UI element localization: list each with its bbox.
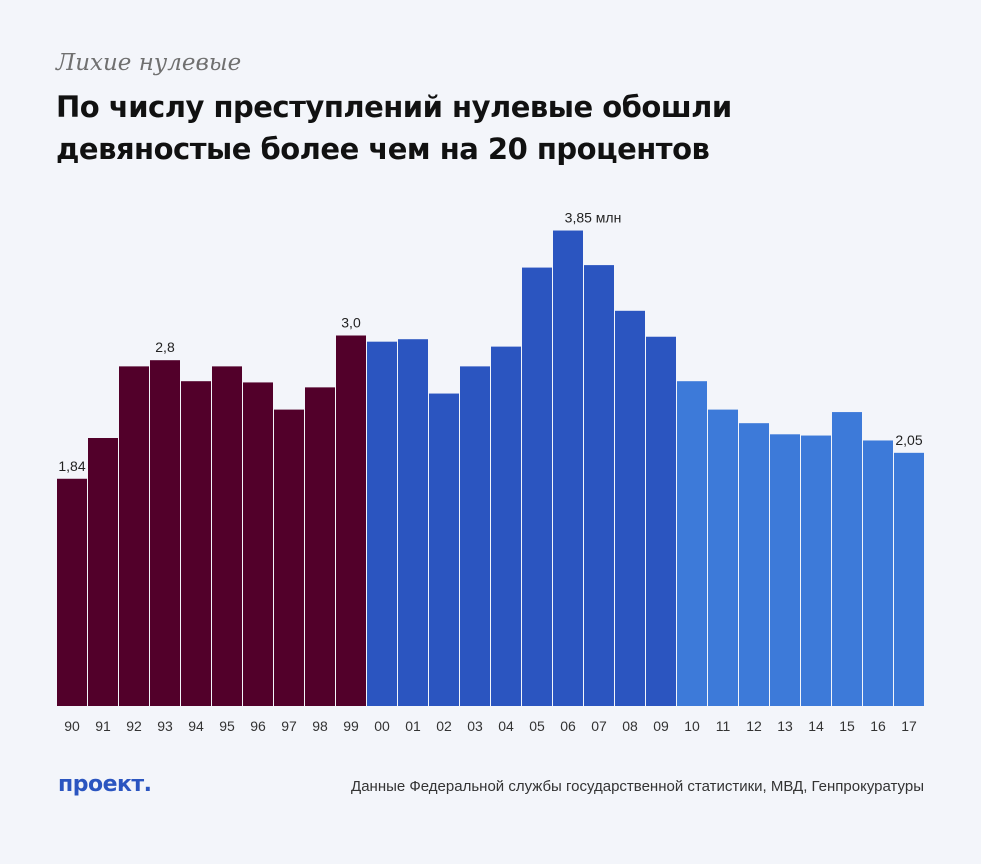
title-line-2: девяностые более чем на 20 процентов — [56, 132, 710, 166]
bar-16 — [863, 440, 893, 706]
bar-00 — [367, 341, 397, 706]
bar-07 — [584, 265, 614, 706]
x-tick-label: 94 — [188, 718, 204, 734]
x-tick-label: 16 — [870, 718, 886, 734]
bar-02 — [429, 393, 459, 706]
x-tick-label: 00 — [374, 718, 390, 734]
x-tick-label: 15 — [839, 718, 855, 734]
bar-10 — [677, 381, 707, 706]
bar-03 — [460, 366, 490, 706]
x-tick-label: 95 — [219, 718, 235, 734]
source-note: Данные Федеральной службы государственно… — [351, 778, 924, 795]
bar-13 — [770, 434, 800, 706]
x-tick-label: 10 — [684, 718, 700, 734]
bar-01 — [398, 339, 428, 706]
bar-90 — [57, 478, 87, 706]
x-tick-label: 13 — [777, 718, 793, 734]
bar-99 — [336, 335, 366, 706]
bar-96 — [243, 382, 273, 706]
bar-15 — [832, 412, 862, 706]
bar-06 — [553, 230, 583, 706]
bar-09 — [646, 336, 676, 706]
bar-17 — [894, 452, 924, 706]
chart-kicker: Лихие нулевые — [56, 50, 242, 76]
bar-14 — [801, 435, 831, 706]
x-tick-label: 11 — [716, 718, 731, 734]
x-tick-label: 07 — [591, 718, 607, 734]
x-tick-label: 97 — [281, 718, 297, 734]
bar-95 — [212, 366, 242, 706]
data-label: 3,85 млн — [565, 210, 622, 226]
x-tick-label: 02 — [436, 718, 452, 734]
bar-04 — [491, 346, 521, 706]
x-tick-label: 05 — [529, 718, 545, 734]
chart-title: По числу преступлений нулевые обошли дев… — [56, 86, 916, 170]
x-tick-label: 08 — [622, 718, 638, 734]
x-tick-label: 90 — [64, 718, 80, 734]
bar-92 — [119, 366, 149, 706]
x-tick-label: 04 — [498, 718, 514, 734]
x-tick-label: 06 — [560, 718, 576, 734]
bar-94 — [181, 381, 211, 706]
bar-93 — [150, 360, 180, 706]
bar-97 — [274, 409, 304, 706]
x-tick-label: 01 — [405, 718, 421, 734]
x-tick-label: 98 — [312, 718, 328, 734]
proekt-logo: проект. — [58, 772, 152, 797]
data-label: 1,84 — [58, 458, 85, 474]
bar-05 — [522, 267, 552, 706]
x-tick-label: 99 — [343, 718, 359, 734]
x-tick-label: 17 — [901, 718, 917, 734]
bar-11 — [708, 409, 738, 706]
data-label: 3,0 — [341, 315, 361, 331]
x-tick-label: 09 — [653, 718, 669, 734]
data-label: 2,8 — [155, 339, 175, 355]
x-tick-label: 93 — [157, 718, 173, 734]
bar-12 — [739, 423, 769, 706]
data-label: 2,05 — [895, 432, 922, 448]
bar-91 — [88, 438, 118, 706]
x-tick-label: 03 — [467, 718, 483, 734]
x-tick-label: 96 — [250, 718, 266, 734]
x-tick-label: 12 — [746, 718, 762, 734]
title-line-1: По числу преступлений нулевые обошли — [56, 90, 732, 124]
bar-08 — [615, 310, 645, 706]
x-tick-label: 92 — [126, 718, 142, 734]
x-tick-label: 91 — [95, 718, 111, 734]
bar-98 — [305, 387, 335, 706]
x-tick-label: 14 — [808, 718, 824, 734]
